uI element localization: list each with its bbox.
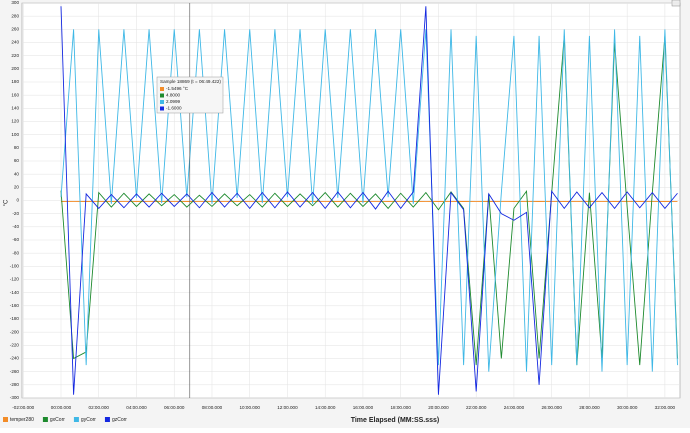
x-tick-label: -02:00.000 [12, 405, 34, 410]
y-tick-label: 240 [11, 40, 19, 45]
y-tick-label: -20 [12, 211, 19, 216]
y-axis-label: °C [4, 199, 10, 206]
tooltip-swatch [160, 100, 164, 104]
y-tick-label: -40 [12, 224, 19, 229]
x-tick-label: 16:00.000 [353, 405, 374, 410]
legend-swatch [74, 417, 79, 422]
y-tick-label: 260 [11, 27, 19, 32]
y-tick-label: -260 [10, 369, 20, 374]
tooltip-line: 2.0999 [166, 99, 180, 104]
x-tick-label: 14:00.000 [315, 405, 336, 410]
tooltip-line: 4.8000 [166, 93, 180, 98]
y-tick-label: -280 [10, 382, 20, 387]
y-tick-label: 180 [11, 79, 19, 84]
x-tick-label: 12:00.000 [277, 405, 298, 410]
y-tick-label: -300 [10, 395, 20, 400]
x-tick-label: 08:00.000 [202, 405, 223, 410]
x-tick-label: 28:00.000 [579, 405, 600, 410]
y-tick-label: 20 [14, 185, 20, 190]
x-tick-label: 04:00.000 [126, 405, 147, 410]
x-tick-label: 30:00.000 [617, 405, 638, 410]
y-tick-label: 0 [16, 198, 19, 203]
legend-label: temper280 [10, 417, 34, 423]
y-tick-label: -200 [10, 329, 20, 334]
x-tick-label: 18:00.000 [390, 405, 411, 410]
y-tick-label: -220 [10, 343, 20, 348]
y-tick-label: 200 [11, 66, 19, 71]
y-tick-label: -240 [10, 356, 20, 361]
y-tick-label: 160 [11, 92, 19, 97]
legend-label: gyCorr [81, 417, 96, 423]
x-tick-label: 02:00.000 [89, 405, 110, 410]
x-tick-label: 24:00.000 [504, 405, 525, 410]
y-tick-label: 220 [11, 53, 19, 58]
x-axis-label: Time Elapsed (MM:SS.sss) [351, 417, 440, 424]
legend-label: gxCorr [50, 417, 65, 423]
y-tick-label: -100 [10, 264, 20, 269]
y-tick-label: -60 [12, 237, 19, 242]
x-tick-label: 32:00.000 [655, 405, 676, 410]
y-tick-label: 300 [11, 0, 19, 5]
x-tick-label: 10:00.000 [240, 405, 261, 410]
x-tick-label: 22:00.000 [466, 405, 487, 410]
y-tick-label: -120 [10, 277, 20, 282]
tooltip-swatch [160, 107, 164, 111]
y-tick-label: 40 [14, 171, 20, 176]
y-tick-label: 80 [14, 145, 20, 150]
y-tick-label: -180 [10, 316, 20, 321]
y-tick-label: 140 [11, 106, 19, 111]
tooltip-line: -1.5496 °C [166, 86, 189, 91]
tooltip-swatch [160, 87, 164, 91]
y-tick-label: 100 [11, 132, 19, 137]
tooltip-swatch [160, 94, 164, 98]
y-tick-label: 120 [11, 119, 19, 124]
y-tick-label: 60 [14, 158, 20, 163]
y-tick-label: -80 [12, 250, 19, 255]
tooltip-line: -1.6000 [166, 106, 182, 111]
legend-swatch [105, 417, 110, 422]
legend-swatch [3, 417, 8, 422]
y-tick-label: -160 [10, 303, 20, 308]
x-tick-label: 26:00.000 [541, 405, 562, 410]
x-tick-label: 06:00.000 [164, 405, 185, 410]
x-tick-label: 20:00.000 [428, 405, 449, 410]
legend-swatch [43, 417, 48, 422]
legend-label: gzCorr [112, 417, 127, 423]
y-tick-label: 280 [11, 13, 19, 18]
tooltip-title: Sample 18869 (t = 06:49.422) [160, 79, 221, 84]
x-tick-label: 00:00.000 [51, 405, 72, 410]
y-tick-label: -140 [10, 290, 20, 295]
